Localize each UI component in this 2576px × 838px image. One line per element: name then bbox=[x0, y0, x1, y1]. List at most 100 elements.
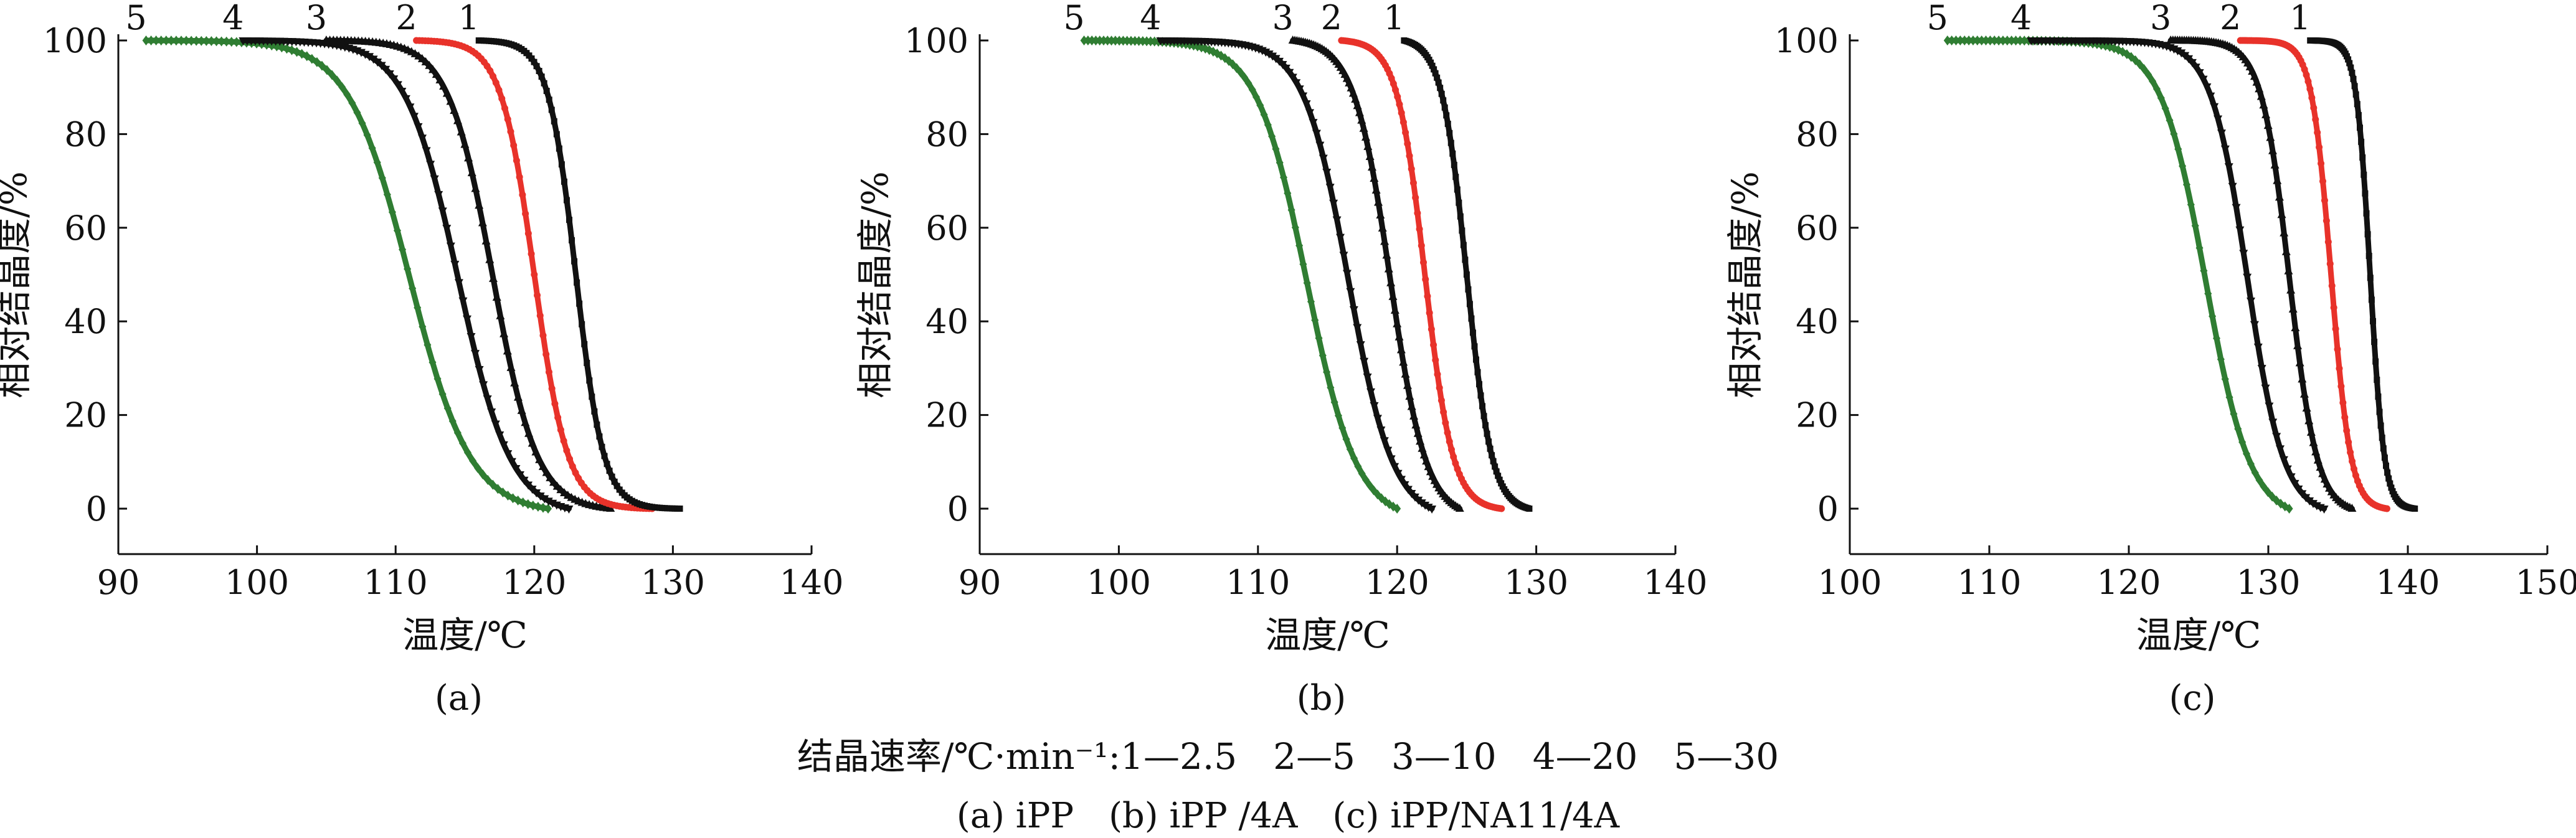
data-point bbox=[511, 465, 521, 474]
data-point bbox=[2350, 465, 2357, 473]
data-point bbox=[393, 225, 401, 236]
x-axis-label: 温度/℃ bbox=[2136, 614, 2261, 656]
series-label: 3 bbox=[1272, 0, 1293, 37]
data-point bbox=[1472, 356, 1479, 363]
data-point bbox=[531, 59, 537, 65]
data-point bbox=[611, 478, 618, 485]
data-point bbox=[1422, 276, 1429, 283]
y-tick-label: 0 bbox=[947, 489, 968, 529]
data-point bbox=[1390, 463, 1399, 471]
series-label: 3 bbox=[2150, 0, 2171, 37]
data-point bbox=[381, 65, 391, 74]
data-point bbox=[2247, 459, 2255, 469]
y-tick-label: 40 bbox=[64, 302, 107, 341]
y-tick-label: 80 bbox=[926, 115, 968, 154]
data-point bbox=[1143, 36, 1151, 47]
x-tick-label: 90 bbox=[97, 563, 140, 602]
data-point bbox=[1350, 453, 1358, 464]
data-point bbox=[2217, 354, 2225, 365]
data-point bbox=[519, 191, 526, 199]
data-point bbox=[2225, 392, 2233, 403]
data-point bbox=[1356, 341, 1365, 350]
data-point bbox=[1359, 123, 1368, 132]
data-point bbox=[571, 258, 578, 265]
data-point bbox=[2238, 437, 2247, 448]
data-point bbox=[457, 127, 466, 136]
y-tick-label: 0 bbox=[1817, 489, 1839, 529]
data-point bbox=[1376, 210, 1385, 219]
data-point bbox=[1370, 173, 1379, 182]
data-point bbox=[574, 279, 580, 286]
data-point bbox=[536, 492, 545, 501]
data-point bbox=[1493, 468, 1500, 475]
data-point bbox=[546, 473, 555, 481]
data-point bbox=[1367, 162, 1376, 171]
data-point bbox=[483, 395, 492, 404]
data-point bbox=[442, 225, 452, 233]
data-point bbox=[454, 279, 463, 288]
data-point bbox=[1474, 369, 1481, 375]
data-point bbox=[524, 499, 532, 509]
data-point bbox=[2304, 416, 2314, 425]
data-point bbox=[2349, 69, 2356, 76]
data-point bbox=[1480, 413, 1487, 420]
data-point bbox=[388, 207, 396, 217]
data-point bbox=[1147, 36, 1155, 47]
data-point bbox=[489, 479, 497, 490]
data-point bbox=[1434, 74, 1441, 81]
data-point bbox=[1401, 369, 1410, 378]
data-point bbox=[548, 385, 556, 392]
data-point bbox=[197, 35, 206, 46]
data-point bbox=[2191, 220, 2199, 231]
x-tick-label: 120 bbox=[2096, 563, 2161, 602]
data-point bbox=[475, 200, 484, 209]
data-point bbox=[1260, 110, 1268, 120]
y-axis-label: 相对结晶度/% bbox=[1724, 171, 1766, 398]
data-point bbox=[2217, 129, 2226, 138]
data-point bbox=[560, 437, 567, 445]
x-axis-label: 温度/℃ bbox=[1265, 614, 1390, 656]
data-point bbox=[460, 139, 470, 148]
data-point bbox=[599, 443, 605, 450]
x-tick-label: 100 bbox=[225, 563, 289, 602]
data-point bbox=[594, 421, 600, 428]
data-point bbox=[1384, 264, 1393, 273]
data-point bbox=[548, 106, 555, 113]
data-point bbox=[1302, 100, 1311, 109]
data-point bbox=[422, 147, 431, 156]
data-point bbox=[1444, 120, 1451, 127]
data-point bbox=[2308, 94, 2316, 101]
x-axis-label: 温度/℃ bbox=[402, 614, 527, 656]
data-point bbox=[2179, 161, 2187, 171]
data-point bbox=[496, 311, 505, 319]
data-point bbox=[1476, 381, 1483, 388]
data-point bbox=[2273, 176, 2282, 184]
data-point bbox=[543, 88, 550, 95]
data-point bbox=[1982, 35, 1990, 46]
data-point bbox=[500, 329, 509, 337]
data-point bbox=[363, 129, 371, 140]
series-1: 1 bbox=[458, 0, 683, 512]
data-point bbox=[1995, 35, 2003, 46]
data-point bbox=[2012, 35, 2020, 46]
data-point bbox=[385, 70, 394, 78]
data-point bbox=[579, 321, 585, 327]
data-point bbox=[1358, 468, 1366, 479]
series-label: 2 bbox=[395, 0, 417, 37]
data-point bbox=[152, 35, 160, 46]
data-point bbox=[510, 378, 519, 387]
data-point bbox=[1390, 80, 1397, 87]
data-point bbox=[2255, 84, 2264, 93]
data-point bbox=[529, 500, 537, 511]
data-point bbox=[1432, 70, 1439, 77]
data-point bbox=[1487, 445, 1494, 452]
data-point bbox=[2359, 154, 2366, 161]
data-point bbox=[2191, 64, 2200, 72]
data-point bbox=[187, 35, 196, 46]
data-point bbox=[1482, 422, 1489, 429]
data-point bbox=[2365, 253, 2372, 260]
data-point bbox=[2270, 160, 2280, 169]
data-point bbox=[2177, 49, 2186, 58]
data-point bbox=[178, 35, 186, 46]
data-point bbox=[1315, 333, 1323, 344]
